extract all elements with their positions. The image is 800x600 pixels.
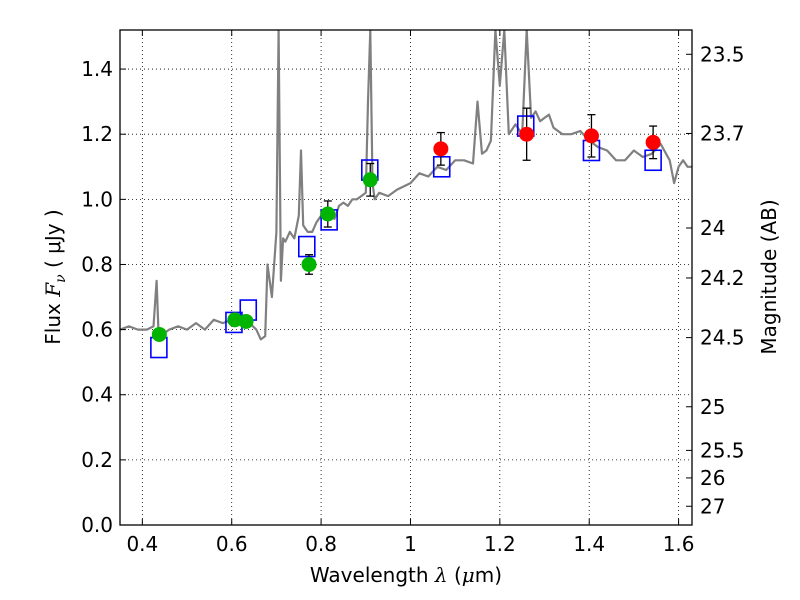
y2-axis-label: Magnitude (AB) — [757, 199, 781, 354]
x-tick-label: 0.6 — [216, 532, 248, 556]
x-tick-label: 1.2 — [484, 532, 516, 556]
photometry-point — [645, 134, 661, 150]
photometry-point — [519, 126, 535, 142]
y2-tick-label: 26 — [700, 466, 725, 490]
y-tick-label: 0.4 — [81, 383, 113, 407]
photometry-point — [433, 141, 449, 157]
y2-tick-label: 23.7 — [700, 121, 745, 145]
x-tick-label: 1.6 — [663, 532, 695, 556]
axes: 0.4 0.6 0.8 1 1.2 1.4 1.6 0.0 0.2 0.4 0.6 0.8 1.0 1.2… — [81, 30, 745, 556]
y-tick-label: 1.2 — [81, 122, 113, 146]
data-layer — [120, 30, 692, 359]
y2-tick-label: 25 — [700, 395, 725, 419]
x-tick-label: 1.4 — [573, 532, 605, 556]
photometry-point — [320, 206, 336, 222]
photometry-point — [301, 256, 317, 272]
y-tick-label: 1.4 — [81, 57, 113, 81]
y-axis-label: Flux Fν ( μJy ) — [41, 209, 69, 344]
y-tick-label: 0.8 — [81, 252, 113, 276]
y2-tick-label: 24.2 — [700, 266, 745, 290]
photometry-point — [151, 326, 167, 342]
y2-tick-label: 24.5 — [700, 326, 745, 350]
y-tick-label: 0.0 — [81, 513, 113, 537]
x-tick-label: 1 — [404, 532, 417, 556]
y-tick-label: 1.0 — [81, 187, 113, 211]
y-tick-label: 0.6 — [81, 318, 113, 342]
photometry-point — [238, 313, 254, 329]
y-tick-label: 0.2 — [81, 448, 113, 472]
y2-tick-label: 24 — [700, 216, 725, 240]
y2-tick-label: 23.5 — [700, 42, 745, 66]
photometry-point — [362, 172, 378, 188]
y2-tick-label: 25.5 — [700, 438, 745, 462]
x-tick-label: 0.8 — [305, 532, 337, 556]
photometry-point — [583, 128, 599, 144]
plot-area — [120, 30, 692, 525]
model-box-marker — [297, 235, 316, 258]
x-axis-label: Wavelength λ (μm) — [310, 563, 502, 587]
photometry-point — [227, 312, 243, 328]
y2-tick-label: 27 — [700, 494, 725, 518]
x-tick-label: 0.4 — [126, 532, 158, 556]
plot-frame — [119, 29, 693, 526]
model-box-marker — [432, 155, 451, 178]
